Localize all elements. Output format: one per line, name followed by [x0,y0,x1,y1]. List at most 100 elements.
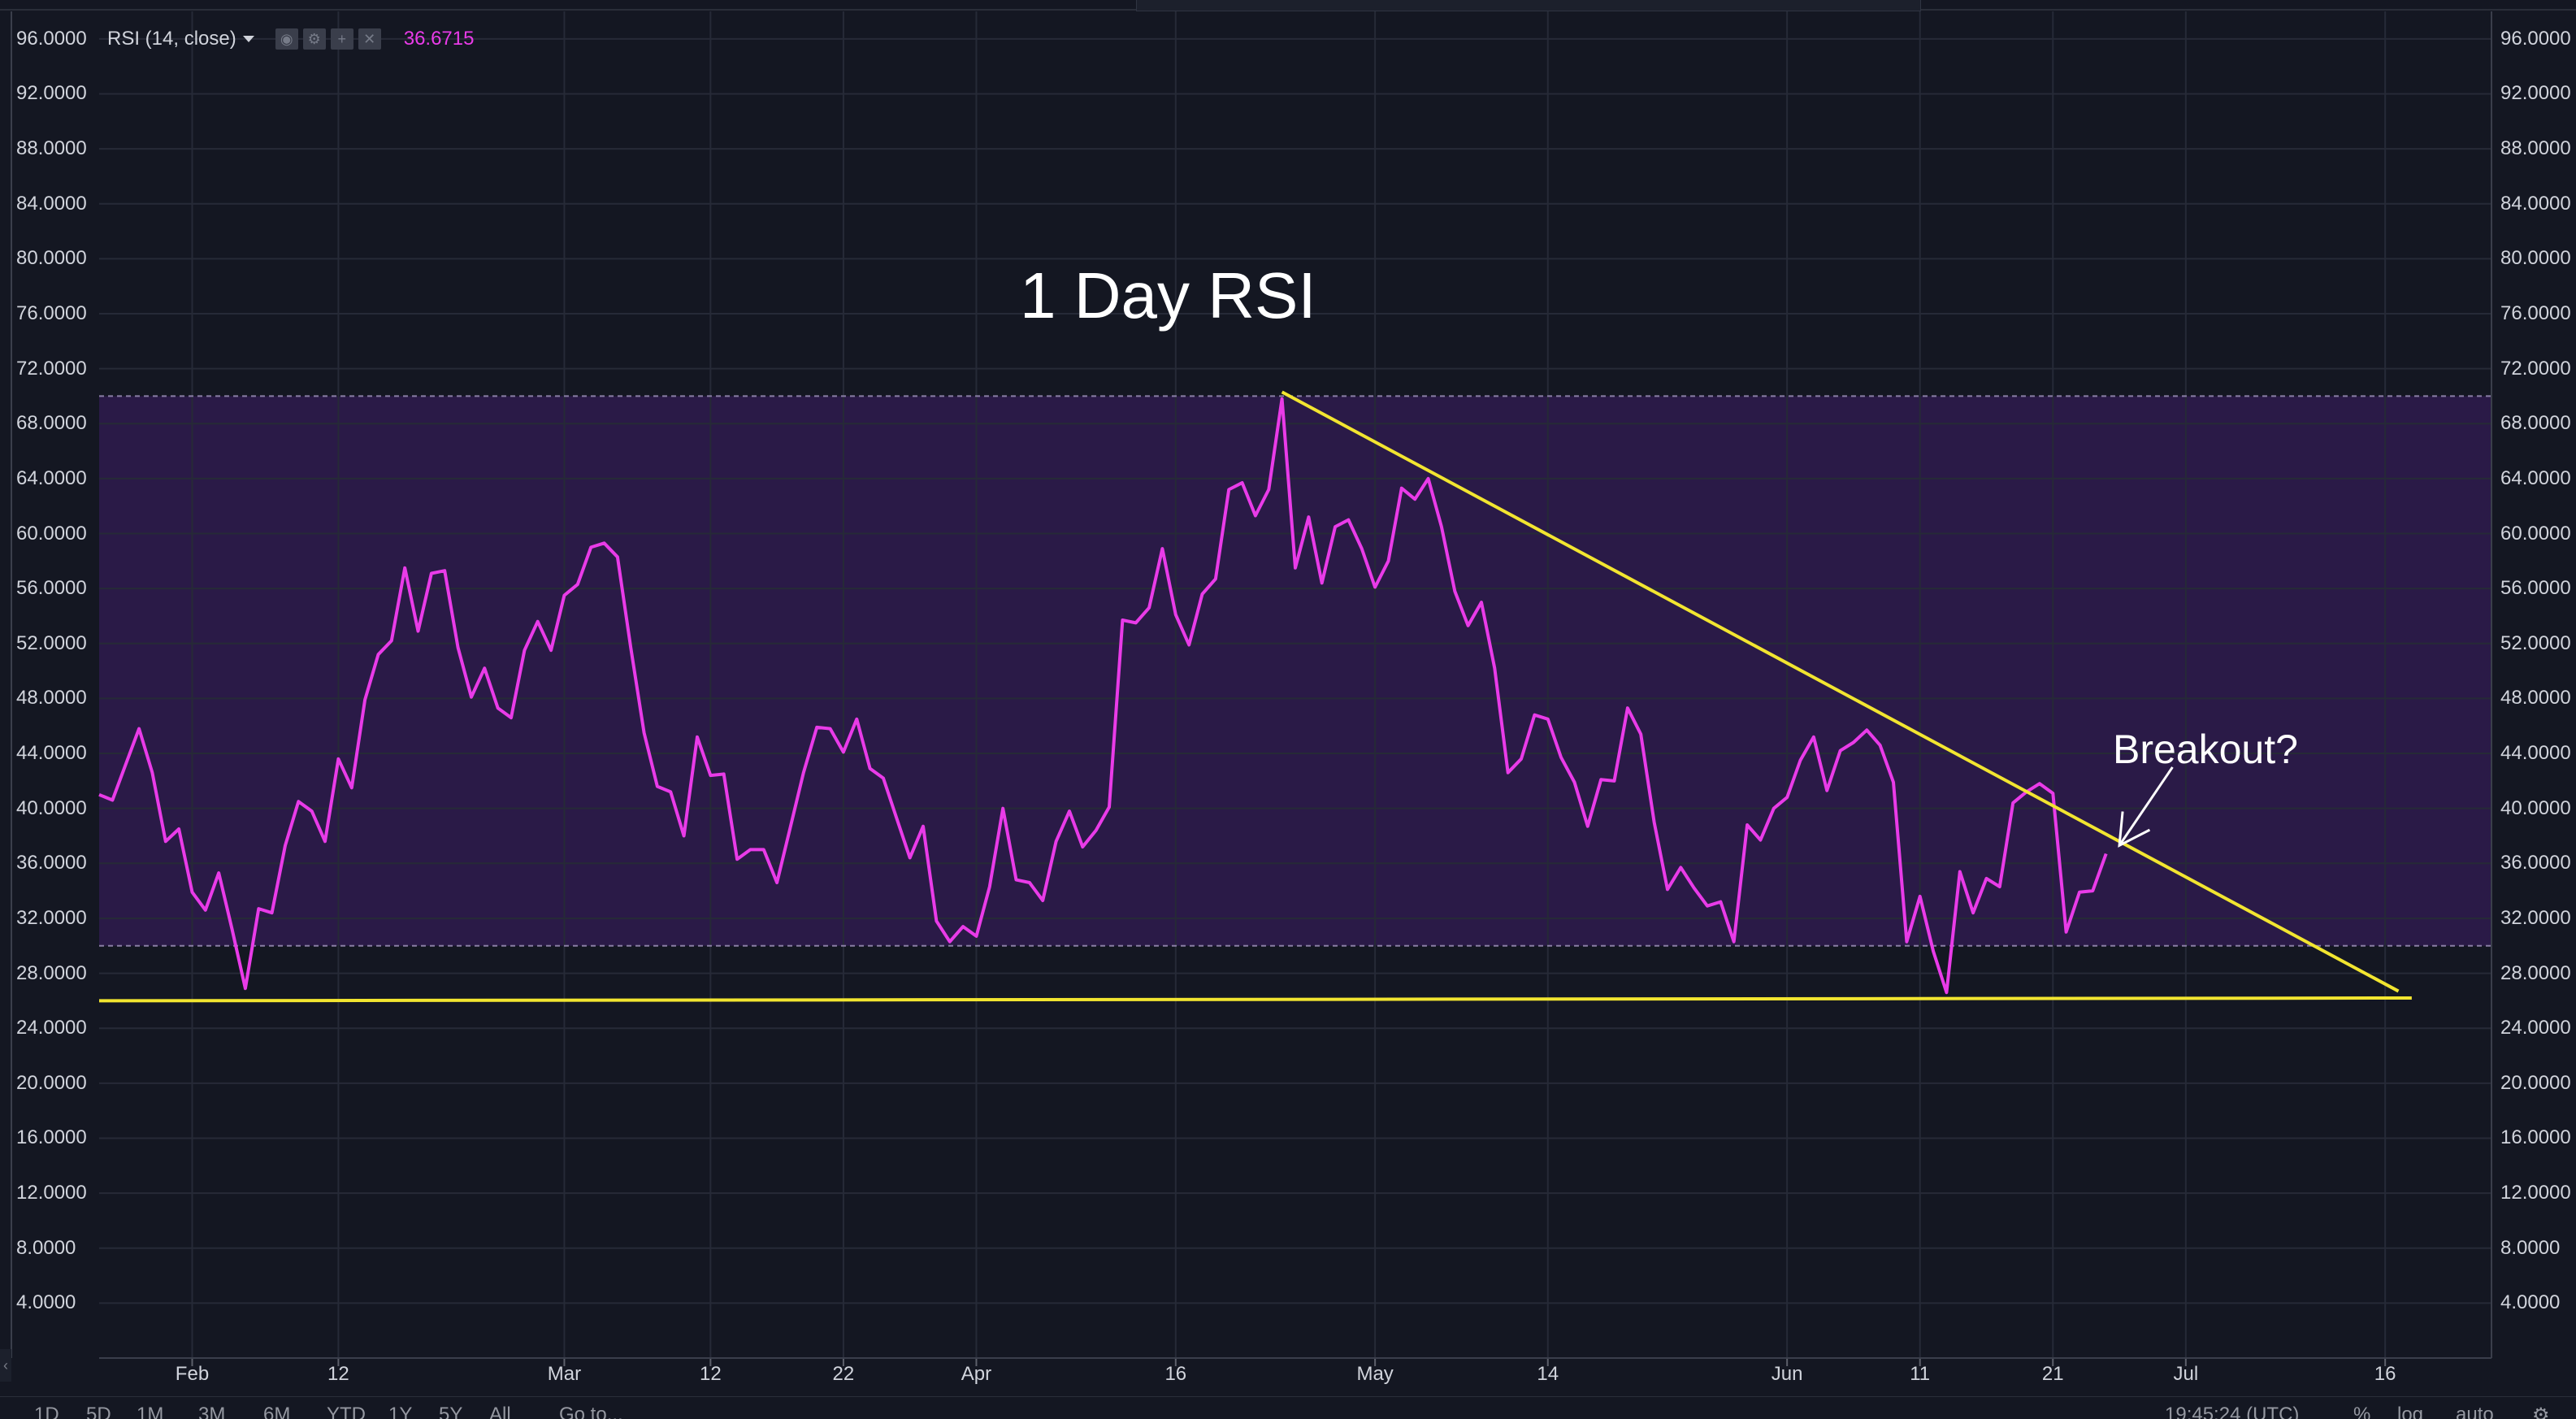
y-tick-label-left: 48.0000 [16,687,87,710]
series-layer [98,397,2108,995]
bottom-toolbar: 1D 5D 1M 3M 6M YTD 1Y 5Y All Go to... 19… [0,1396,2576,1419]
x-tick-label: May [1356,1363,1394,1385]
y-tick-label-right: 76.0000 [2500,302,2571,324]
horizontal-support-trendline [98,996,2412,1003]
y-tick-label-left: 12.0000 [16,1182,87,1204]
x-tick-label: 11 [1910,1363,1931,1385]
x-tick-label: Jul [2173,1363,2199,1385]
y-tick-label-left: 32.0000 [16,906,87,929]
y-tick-label-left: 36.0000 [16,852,87,874]
y-tick-label-left: 80.0000 [16,247,87,270]
range-3m-button[interactable]: 3M [198,1404,226,1419]
range-5y-button[interactable]: 5Y [439,1404,463,1419]
y-tick-label-left: 56.0000 [16,577,87,600]
y-tick-label-left: 96.0000 [16,27,87,50]
y-tick-label-left: 52.0000 [16,631,87,654]
trendline-layer [98,390,2412,1003]
y-tick-label-left: 16.0000 [16,1126,87,1149]
x-tick-label: 16 [1164,1363,1187,1385]
indicator-legend[interactable]: RSI (14, close) ◉ ⚙ + ✕ 36.6715 [107,24,474,54]
chart-title: 1 Day RSI [1020,259,1316,332]
y-tick-label-right: 28.0000 [2500,961,2571,984]
y-tick-label-right: 52.0000 [2500,631,2571,654]
y-tick-label-left: 76.0000 [16,302,87,324]
y-tick-label-right: 12.0000 [2500,1182,2571,1204]
y-tick-label-left: 8.0000 [16,1236,76,1259]
y-tick-label-right: 88.0000 [2500,137,2571,160]
y-tick-label-left: 28.0000 [16,961,87,984]
log-scale-toggle[interactable]: log [2397,1404,2424,1419]
y-tick-label-right: 44.0000 [2500,742,2571,765]
x-tick-label: Mar [547,1363,582,1385]
y-tick-label-right: 60.0000 [2500,522,2571,545]
utc-clock[interactable]: 19:45:24 (UTC) [2165,1404,2300,1419]
y-tick-label-left: 72.0000 [16,357,87,380]
x-tick-label: 14 [1537,1363,1559,1385]
range-1d-button[interactable]: 1D [34,1404,59,1419]
y-tick-label-left: 20.0000 [16,1071,87,1094]
range-ytd-button[interactable]: YTD [327,1404,366,1419]
chevron-left-icon[interactable]: ‹ [0,1349,11,1382]
y-tick-label-right: 40.0000 [2500,796,2571,819]
rsi-band [99,396,2491,946]
y-tick-label-right: 48.0000 [2500,687,2571,710]
x-tick-label: 22 [832,1363,855,1385]
indicator-label[interactable]: RSI (14, close) [107,28,236,50]
range-1m-button[interactable]: 1M [137,1404,164,1419]
y-tick-label-right: 24.0000 [2500,1017,2571,1039]
close-icon[interactable]: ✕ [358,28,381,50]
y-tick-label-right: 84.0000 [2500,192,2571,215]
y-tick-label-right: 16.0000 [2500,1126,2571,1149]
x-tick-label: 21 [2041,1363,2064,1385]
range-5d-button[interactable]: 5D [86,1404,111,1419]
indicator-value: 36.6715 [403,28,475,50]
y-tick-label-right: 36.0000 [2500,852,2571,874]
y-tick-label-right: 96.0000 [2500,27,2571,50]
y-tick-label-right: 72.0000 [2500,357,2571,380]
breakout-annotation: Breakout? [2113,727,2298,772]
x-tick-label: Jun [1771,1363,1803,1385]
plus-icon[interactable]: + [330,28,353,50]
y-tick-label-right: 4.0000 [2500,1291,2561,1314]
x-tick-label: 16 [2374,1363,2396,1385]
y-tick-label-left: 40.0000 [16,796,87,819]
y-tick-label-right: 32.0000 [2500,906,2571,929]
auto-scale-toggle[interactable]: auto [2456,1404,2494,1419]
y-tick-label-left: 44.0000 [16,742,87,765]
rsi-series-line [98,397,2108,995]
range-6m-button[interactable]: 6M [263,1404,291,1419]
y-tick-label-left: 68.0000 [16,412,87,435]
rsi-band-layer [99,396,2491,946]
y-tick-label-right: 20.0000 [2500,1071,2571,1094]
chevron-down-icon[interactable] [242,36,254,42]
x-tick-label: Feb [175,1363,210,1385]
eye-icon[interactable]: ◉ [275,28,298,50]
percent-scale-toggle[interactable]: % [2353,1404,2371,1419]
breakout-arrow-head [2118,811,2151,848]
y-tick-label-left: 64.0000 [16,466,87,489]
y-tick-label-right: 64.0000 [2500,466,2571,489]
y-tick-label-left: 24.0000 [16,1017,87,1039]
x-tick-label: Apr [961,1363,992,1385]
top-panel-tab[interactable] [1136,0,1921,11]
y-tick-label-right: 56.0000 [2500,577,2571,600]
range-1y-button[interactable]: 1Y [388,1404,413,1419]
grid-layer [99,11,2491,1358]
go-to-button[interactable]: Go to... [559,1404,623,1419]
x-tick-label: 12 [327,1363,349,1385]
y-tick-label-right: 8.0000 [2500,1236,2561,1259]
gear-icon[interactable]: ⚙ [2532,1404,2550,1419]
y-tick-label-left: 4.0000 [16,1291,76,1314]
x-tick-label: 12 [699,1363,722,1385]
y-tick-label-right: 92.0000 [2500,82,2571,105]
descending-resistance-trendline [1281,390,2400,993]
y-tick-label-right: 68.0000 [2500,412,2571,435]
y-tick-label-left: 84.0000 [16,192,87,215]
range-all-button[interactable]: All [489,1404,511,1419]
gear-icon[interactable]: ⚙ [302,28,326,50]
breakout-arrow-shaft [2118,766,2174,847]
y-tick-label-right: 80.0000 [2500,247,2571,270]
y-tick-label-left: 60.0000 [16,522,87,545]
